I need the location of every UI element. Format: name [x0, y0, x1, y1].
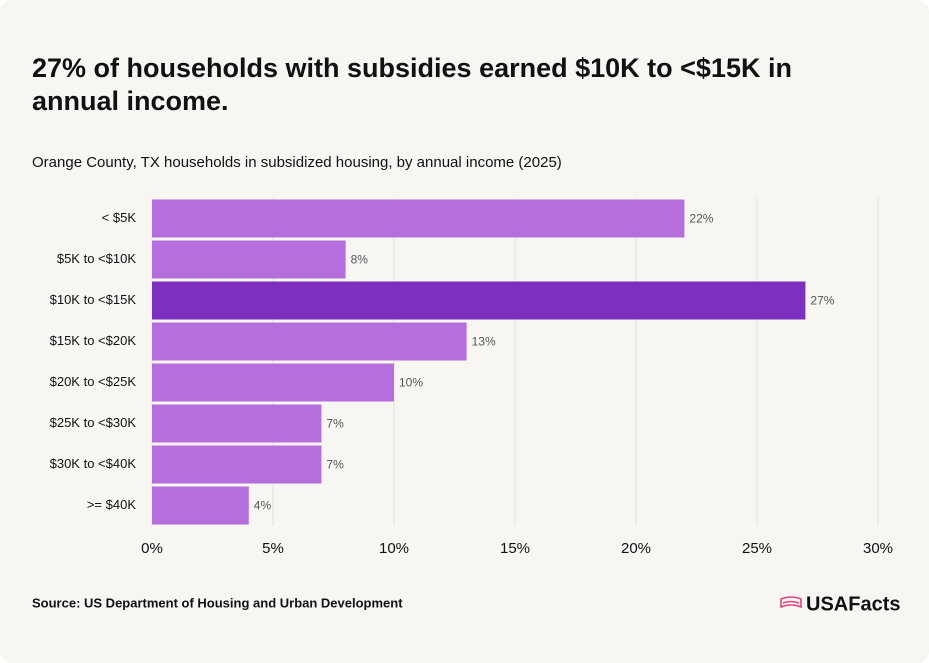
y-tick-label: $15K to <$20K — [50, 333, 137, 348]
value-label: 13% — [472, 335, 496, 349]
bar — [152, 281, 806, 320]
x-tick-label: 10% — [379, 540, 409, 557]
y-tick-label: $5K to <$10K — [57, 251, 136, 266]
value-label: 7% — [326, 458, 344, 472]
value-label: 7% — [326, 417, 344, 431]
y-tick-label: $30K to <$40K — [50, 456, 137, 471]
y-tick-label: < $5K — [102, 210, 137, 225]
value-label: 4% — [254, 499, 272, 513]
x-tick-label: 0% — [141, 540, 163, 557]
logo-icon — [780, 596, 802, 609]
bar — [152, 404, 322, 443]
y-tick-label: $10K to <$15K — [50, 292, 137, 307]
y-tick-label: $25K to <$30K — [50, 415, 137, 430]
value-label: 27% — [810, 294, 834, 308]
chart-subtitle: Orange County, TX households in subsidiz… — [32, 154, 562, 171]
y-tick-label: >= $40K — [87, 497, 136, 512]
bar — [152, 363, 394, 402]
value-label: 8% — [351, 253, 369, 267]
bar — [152, 445, 322, 484]
value-label: 22% — [689, 212, 713, 226]
x-tick-label: 25% — [742, 540, 772, 557]
x-tick-label: 20% — [621, 540, 651, 557]
x-tick-label: 15% — [500, 540, 530, 557]
x-tick-label: 30% — [863, 540, 893, 557]
bar — [152, 486, 249, 525]
y-tick-label: $20K to <$25K — [50, 374, 137, 389]
logo: USAFacts — [806, 593, 900, 615]
x-tick-label: 5% — [262, 540, 284, 557]
bar — [152, 322, 467, 361]
source: Source: US Department of Housing and Urb… — [32, 595, 403, 610]
bar — [152, 199, 685, 238]
bar — [152, 240, 346, 279]
value-label: 10% — [399, 376, 423, 390]
chart-title: 27% of households with subsidies earned … — [32, 53, 792, 116]
